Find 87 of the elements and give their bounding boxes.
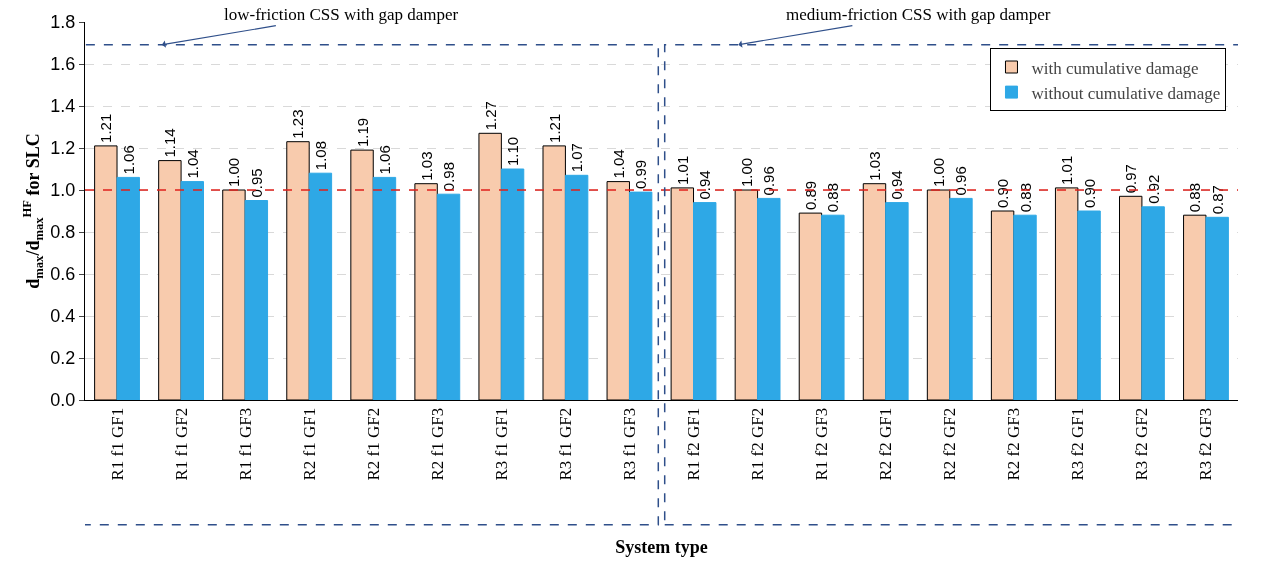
y-tick-label: 0.0 <box>50 390 76 411</box>
x-tick-label: R1 f2 GF2 <box>748 407 768 481</box>
data-label: 0.89 <box>801 180 819 211</box>
x-tick-label: R3 f1 GF1 <box>491 407 511 481</box>
legend-label: without cumulative damage <box>1031 83 1221 103</box>
bar <box>1205 216 1229 400</box>
x-axis-title: System type <box>615 536 708 557</box>
x-tick-label: R2 f2 GF2 <box>940 407 960 481</box>
y-tick-label: 1.4 <box>50 96 76 117</box>
data-label: 1.23 <box>289 109 307 139</box>
bar <box>757 197 781 400</box>
data-label: 1.27 <box>481 101 499 131</box>
data-label: 0.94 <box>888 170 906 200</box>
x-tick-label: R2 f1 GF3 <box>427 407 447 481</box>
data-label: 0.87 <box>1208 185 1226 215</box>
bar <box>564 174 589 400</box>
data-label: 0.88 <box>824 183 842 213</box>
data-label: 0.90 <box>1080 178 1098 208</box>
data-label: 0.99 <box>632 159 650 190</box>
data-label: 1.00 <box>225 157 243 187</box>
y-tick-label: 0.4 <box>50 306 76 327</box>
bar <box>628 191 653 400</box>
bar <box>116 176 140 400</box>
data-label: 0.94 <box>696 170 714 200</box>
x-tick-label: R1 f1 GF3 <box>235 407 255 481</box>
data-label: 1.01 <box>673 155 691 185</box>
x-tick-label: R3 f1 GF2 <box>555 407 575 481</box>
x-tick-label: R3 f2 GF2 <box>1132 407 1152 481</box>
data-label: 0.95 <box>247 168 265 198</box>
x-tick-label: R1 f2 GF1 <box>684 407 704 481</box>
y-tick-label: 0.8 <box>50 222 76 243</box>
x-tick-label: R1 f2 GF3 <box>812 407 832 481</box>
data-label: 1.03 <box>865 151 883 181</box>
data-label: 1.06 <box>375 145 393 175</box>
data-label: 1.06 <box>119 145 137 175</box>
x-tick-label: R3 f2 GF3 <box>1196 407 1216 481</box>
data-label: 1.03 <box>417 151 435 181</box>
x-tick-label: R3 f1 GF3 <box>619 407 639 481</box>
data-label: 1.10 <box>504 136 522 166</box>
bar <box>244 200 269 400</box>
bar <box>949 197 973 400</box>
x-tick-label: R2 f2 GF1 <box>876 407 896 481</box>
bar <box>436 193 461 400</box>
data-label: 1.19 <box>353 117 371 148</box>
y-tick-label: 1.8 <box>50 12 76 33</box>
data-label: 1.01 <box>1058 155 1076 185</box>
y-tick-label: 1.2 <box>50 138 76 159</box>
y-tick-label: 1.6 <box>50 54 76 75</box>
bar <box>885 202 909 400</box>
x-tick-label: R1 f1 GF2 <box>171 407 191 481</box>
bar <box>500 168 525 400</box>
bar <box>693 202 717 400</box>
data-label: 0.96 <box>952 166 970 196</box>
data-label: 1.07 <box>568 143 586 173</box>
bar <box>1013 214 1037 400</box>
y-tick-label: 0.2 <box>50 348 76 369</box>
x-tick-label: R3 f2 GF1 <box>1068 407 1088 481</box>
bar <box>1141 206 1165 400</box>
data-label: 0.90 <box>994 178 1012 208</box>
x-tick-label: R2 f1 GF2 <box>363 407 383 481</box>
y-tick-label: 1.0 <box>50 180 76 201</box>
bar <box>180 181 204 400</box>
y-tick-label: 0.6 <box>50 264 76 285</box>
data-label: 0.96 <box>760 166 778 196</box>
data-label: 0.88 <box>1186 183 1204 213</box>
data-label: 1.21 <box>545 113 563 143</box>
legend-label: with cumulative damage <box>1031 58 1199 78</box>
data-label: 0.88 <box>1016 183 1034 213</box>
data-label: 0.92 <box>1144 174 1162 204</box>
x-tick-label: R2 f2 GF3 <box>1004 407 1024 481</box>
annotation: low-friction CSS with gap damper <box>224 5 459 24</box>
bar <box>372 176 397 400</box>
data-label: 1.04 <box>609 149 627 179</box>
x-tick-label: R2 f1 GF1 <box>299 407 319 481</box>
data-label: 1.08 <box>311 141 329 171</box>
bar <box>1077 210 1101 400</box>
bar <box>821 214 845 400</box>
x-tick-label: R1 f1 GF1 <box>107 407 127 481</box>
data-label: 1.00 <box>930 157 948 187</box>
bar <box>308 172 333 400</box>
data-label: 1.00 <box>737 157 755 187</box>
data-label: 1.21 <box>97 113 115 143</box>
data-label: 1.04 <box>183 149 201 179</box>
annotation: medium-friction CSS with gap damper <box>786 5 1051 24</box>
data-label: 0.98 <box>440 162 458 192</box>
data-label: 1.14 <box>161 128 179 158</box>
data-label: 0.97 <box>1122 164 1140 194</box>
